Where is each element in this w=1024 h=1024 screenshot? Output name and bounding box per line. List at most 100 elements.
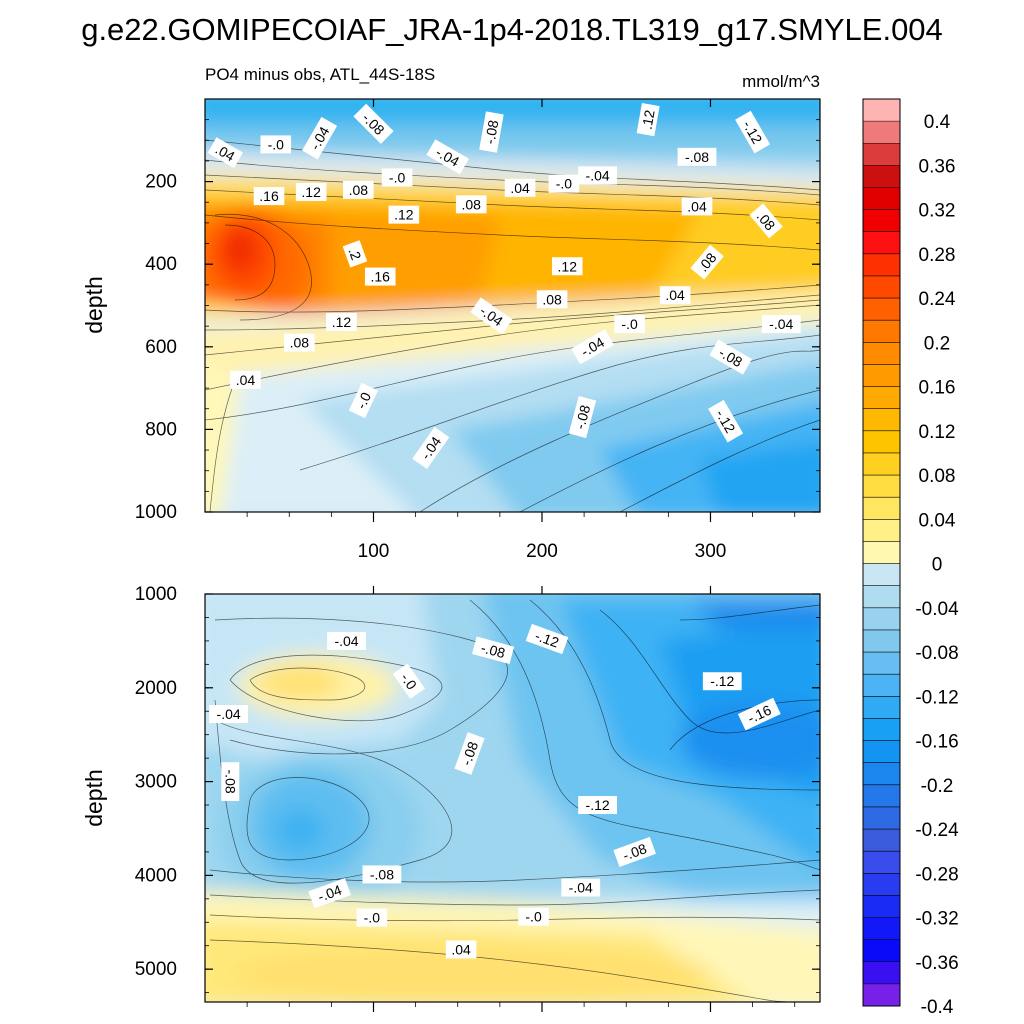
contour-label-text: -.08 [479,639,507,661]
colorbar-swatch [863,342,900,365]
contour-label-text: -.08 [572,403,594,431]
contour-label: .12 [551,257,583,276]
colorbar-swatch [863,408,900,432]
contour-label-text: -.08 [481,119,501,146]
contour-label-box [571,329,614,365]
colorbar-swatch [863,165,900,188]
contour-label-box [702,672,742,691]
contour-label-text: .16 [259,188,279,204]
colorbar-frame [862,98,901,1007]
contour-label: -.08 [677,147,717,166]
colorbar-tick-label: 0 [932,555,943,576]
colorbar-tick-label: 0.36 [919,156,956,177]
contour-label-box [737,697,781,731]
contour-label: .12 [636,103,660,137]
colorbar-tick-label: -0.24 [915,820,959,841]
contour-label-text: .08 [290,335,310,351]
contour-label-text: .08 [461,196,481,212]
contour-label-box [690,244,724,280]
contour-label: .12 [326,313,357,332]
colorbar-swatch [863,320,900,343]
contour-label-box [253,187,285,206]
contour-label-box [455,195,487,214]
contour-label-box [230,370,261,389]
colorbar-swatch [863,873,900,896]
contour-label-box [677,147,717,166]
colorbar-swatch [863,541,900,564]
contour-label-box [302,116,338,160]
contour-label: -.04 [308,878,351,909]
y-tick-label: 1000 [135,584,177,605]
panel-subtitle: PO4 minus obs, ATL_44S-18S [205,65,435,84]
colorbar-tick-label: -0.2 [921,776,954,797]
contour-label-text: -.0 [389,169,406,185]
contour-label-text: -.04 [217,706,241,722]
contour-label-text: -.12 [710,673,734,689]
contour-label-box [364,267,396,286]
contour-label-box [207,137,243,169]
contour-label-box [392,663,426,699]
contour-label-box [548,174,580,193]
contour-label-text: -.12 [586,797,610,813]
x-tick-label: 100 [358,541,390,562]
contour-label-text: .04 [451,941,471,957]
contour-label: .04 [230,370,261,389]
contour-label-box [412,426,450,470]
y-tick-label: 5000 [135,959,177,980]
contour-label: -.04 [578,166,617,185]
contour-label: .08 [690,244,724,280]
contour-label-box [284,333,315,352]
contour-label-box [613,836,656,868]
contour-label: .04 [504,178,536,197]
contour-label: .04 [681,197,713,216]
contour-label: .16 [253,187,285,206]
contour-label-box [504,178,536,197]
colorbar-tick-label: 0.08 [919,466,956,487]
contour-label-text: -.08 [370,866,394,882]
contour-label: -.0 [260,135,292,154]
colorbar-swatch [863,652,900,675]
lower-plot-frame [204,593,821,1003]
colorbar-swatch [863,718,900,741]
contour-label-text: -.12 [533,627,561,650]
contour-label: .08 [343,180,374,199]
colorbar-tick-label: 0.28 [919,245,956,266]
contour-label: -.08 [479,111,504,153]
contour-label: -.08 [454,732,485,775]
lower-y-axis-label: depth [81,769,107,827]
contour-label: .04 [207,137,243,169]
contour-label-box [636,103,660,137]
colorbar-swatch [863,762,900,786]
contour-label-text: -.08 [458,739,481,767]
colorbar-swatch [863,917,900,940]
contour-label: -.0 [548,174,580,193]
contour-label-text: .04 [665,287,685,303]
colorbar-swatch [863,851,900,874]
contour-label-text: -.04 [586,167,610,183]
contour-label-text: -.0 [556,176,573,192]
colorbar-swatch [863,298,900,321]
contour-label: -.0 [392,663,426,699]
contour-label-box [362,865,402,884]
contour-label-text: -.08 [222,770,238,794]
colorbar-swatch [863,519,900,542]
colorbar-tick-label: -0.32 [915,909,958,930]
contour-label: .04 [445,940,477,959]
contour-label-box [348,382,379,419]
colorbar-tick-label: 0.12 [919,422,956,443]
colorbar-tick-label: 0.32 [919,201,956,222]
colorbar-tick-label: 0.16 [919,378,956,399]
contour-label-text: -.08 [621,840,649,863]
colorbar-swatch [863,386,900,410]
contour-label-box [479,111,504,153]
contour-label: -.04 [327,631,366,650]
colorbar-swatch [863,939,900,963]
y-tick-label: 4000 [135,865,177,886]
contour-label-box [445,940,477,959]
contour-label-box [470,297,513,335]
y-tick-label: 3000 [135,772,177,793]
contour-label-text: -.04 [569,880,593,896]
contour-label-box [295,182,327,201]
contour-label-box [578,796,617,815]
lower-field [205,594,820,1002]
